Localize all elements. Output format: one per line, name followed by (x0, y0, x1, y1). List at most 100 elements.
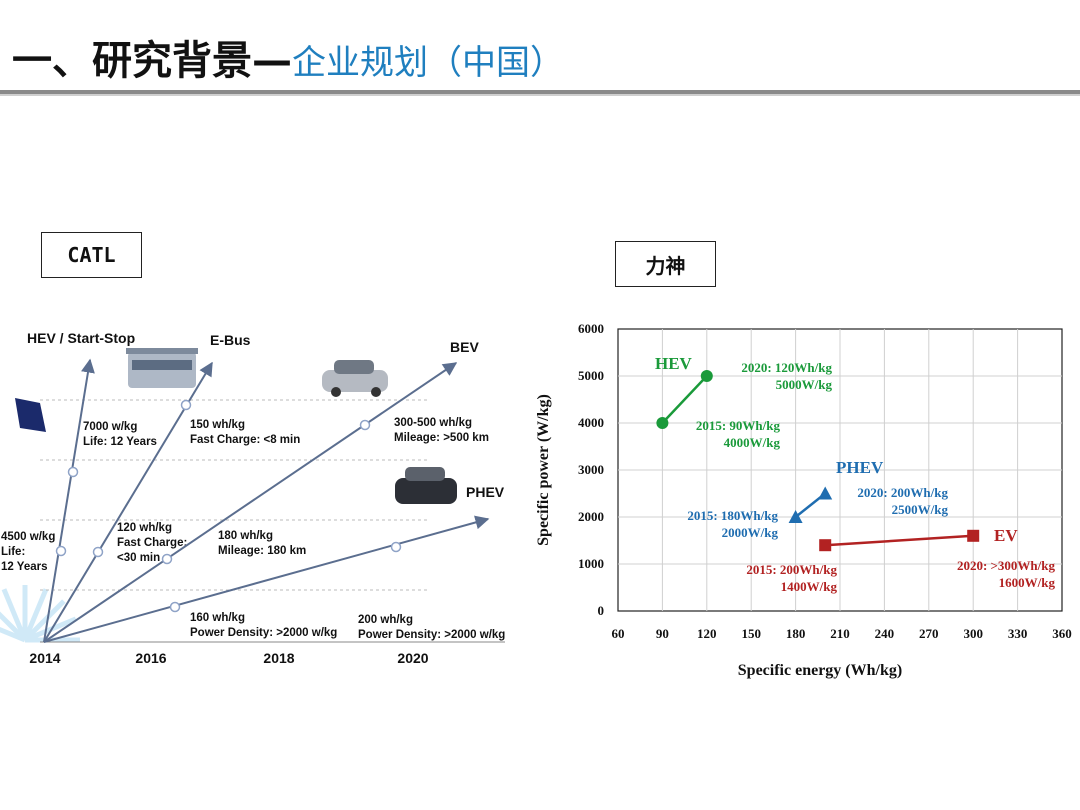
x-tick-label: 180 (786, 626, 806, 641)
y-tick-label: 4000 (578, 415, 604, 430)
phev-car-body (395, 478, 457, 504)
series-name-label: PHEV (836, 458, 884, 477)
roadmap-milestone-dot (180, 399, 192, 411)
y-axis-label: Specific power (W/kg) (535, 394, 552, 546)
battery-picture (15, 398, 46, 432)
phev-car-cabin (405, 467, 445, 481)
title-divider (0, 90, 1080, 94)
fan-ray (0, 611, 27, 642)
data-point-label: 2000W/kg (722, 525, 779, 540)
roadmap-arrow (43, 358, 95, 643)
data-point (700, 370, 713, 382)
roadmap-milestone-dot (359, 419, 371, 431)
catl-label-box: CATL (41, 232, 142, 278)
data-point (656, 417, 669, 429)
catl-label: CATL (67, 243, 116, 267)
data-point-label: 2020: 120Wh/kg (741, 360, 832, 375)
x-axis-label: Specific energy (Wh/kg) (738, 662, 902, 679)
roadmap-milestone-label: 7000 w/kg (83, 421, 137, 433)
roadmap-series-label: PHEV (466, 484, 505, 500)
x-tick-label: 120 (697, 626, 717, 641)
phev-car-picture (395, 467, 457, 504)
roadmap-milestone-label: Life: (1, 546, 25, 558)
roadmap-milestone-label: Power Density: >2000 w/kg (358, 629, 505, 641)
y-tick-label: 5000 (578, 368, 604, 383)
roadmap-series-label: BEV (450, 339, 479, 355)
y-tick-label: 0 (598, 603, 605, 618)
bev-car-cabin (334, 360, 374, 374)
year-tick-label: 2014 (29, 650, 60, 666)
data-point-label: 2015: 90Wh/kg (696, 418, 781, 433)
x-tick-label: 150 (741, 626, 761, 641)
y-tick-label: 1000 (578, 556, 604, 571)
series-name-label: HEV (655, 354, 693, 373)
fan-ray (0, 626, 26, 643)
data-point-label: 4000W/kg (724, 435, 781, 450)
roadmap-milestone-dot (55, 545, 67, 557)
roadmap-milestone-label: 300-500 wh/kg (394, 417, 472, 429)
roadmap-arrow (43, 362, 458, 643)
bus-roof (126, 348, 198, 354)
roadmap-milestone-label: 180 wh/kg (218, 530, 273, 542)
roadmap-milestone-label: Power Density: >2000 w/kg (190, 627, 337, 639)
roadmap-milestone-label: 160 wh/kg (190, 612, 245, 624)
fan-ray (23, 599, 66, 642)
year-tick-label: 2016 (135, 650, 166, 666)
data-point-label: 5000W/kg (776, 377, 833, 392)
y-tick-label: 2000 (578, 509, 604, 524)
bev-car-wheel (331, 387, 341, 397)
data-point (788, 510, 803, 523)
roadmap-milestone-dot (390, 541, 402, 553)
series-line (825, 534, 974, 547)
bev-car-picture (322, 360, 388, 397)
title-divider-shadow (0, 94, 1080, 96)
x-tick-label: 90 (656, 626, 669, 641)
roadmap-milestone-dot (92, 546, 104, 558)
data-point-label: 2020: 200Wh/kg (857, 485, 948, 500)
y-tick-label: 6000 (578, 321, 604, 336)
series-line (661, 375, 708, 424)
x-tick-label: 270 (919, 626, 939, 641)
data-point (818, 486, 833, 500)
series-name-label: EV (994, 526, 1018, 545)
roadmap-milestone-label: 120 wh/kg (117, 522, 172, 534)
data-point-label: 2015: 200Wh/kg (746, 562, 837, 577)
roadmap-milestone-dot (67, 466, 79, 478)
roadmap-milestone-label: Fast Charge: <8 min (190, 434, 300, 446)
y-tick-label: 3000 (578, 462, 604, 477)
roadmap-series-label: E-Bus (210, 332, 251, 348)
x-tick-label: 360 (1052, 626, 1072, 641)
roadmap-milestone-label: 4500 w/kg (1, 531, 55, 543)
x-tick-label: 330 (1008, 626, 1028, 641)
bus-picture (126, 348, 198, 388)
data-point-label: 2020: >300Wh/kg (957, 558, 1056, 573)
roadmap-milestone-label: 150 wh/kg (190, 419, 245, 431)
roadmap-milestone-label: <30 min (117, 552, 160, 564)
year-tick-label: 2018 (263, 650, 294, 666)
roadmap-milestone-label: 200 wh/kg (358, 614, 413, 626)
roadmap-milestone-label: Mileage: >500 km (394, 432, 489, 444)
bev-car-body (322, 370, 388, 392)
lishen-label-box: 力神 (615, 241, 716, 287)
lishen-label: 力神 (645, 253, 686, 278)
bus-windows (132, 360, 192, 370)
data-point-label: 1400W/kg (781, 579, 838, 594)
title-main: 一、研究背景 (12, 38, 252, 84)
data-point (967, 529, 980, 542)
title-sub: 企业规划（中国） (292, 43, 564, 83)
data-point (819, 539, 832, 552)
year-tick-label: 2020 (397, 650, 428, 666)
roadmap-series-label: HEV / Start-Stop (27, 330, 135, 346)
x-tick-label: 240 (875, 626, 895, 641)
data-point-label: 1600W/kg (999, 575, 1056, 590)
roadmap-milestone-label: 12 Years (1, 561, 47, 573)
slide-title: 一、研究背景—企业规划（中国） (12, 28, 564, 88)
data-point-label: 2500W/kg (892, 502, 949, 517)
roadmap-arrow (43, 515, 490, 643)
x-tick-label: 60 (612, 626, 625, 641)
data-point-label: 2015: 180Wh/kg (687, 508, 778, 523)
fan-ray (1, 588, 28, 641)
roadmap-milestone-label: Fast Charge: (117, 537, 187, 549)
